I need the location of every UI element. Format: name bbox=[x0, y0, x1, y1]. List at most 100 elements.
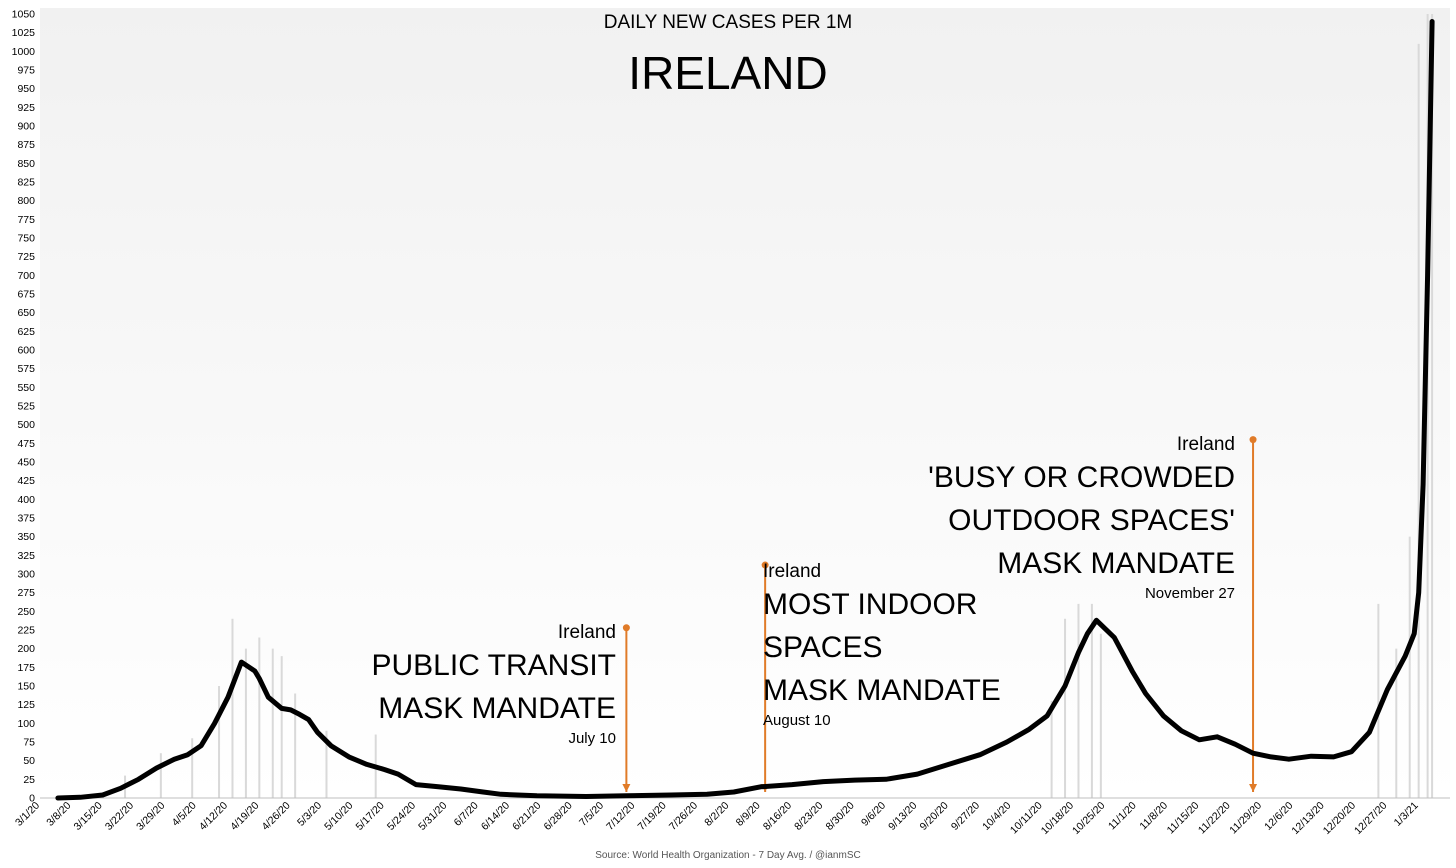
y-tick-label: 775 bbox=[17, 214, 35, 226]
y-tick-label: 75 bbox=[23, 737, 35, 749]
chart-source: Source: World Health Organization - 7 Da… bbox=[595, 850, 861, 861]
y-tick-label: 125 bbox=[17, 699, 35, 711]
x-tick-label: 3/1/20 bbox=[13, 800, 42, 829]
annotation-line: MASK MANDATE bbox=[763, 674, 1001, 707]
x-tick-label: 7/12/20 bbox=[604, 800, 637, 833]
x-tick-label: 1/3/21 bbox=[1392, 800, 1421, 829]
x-tick-label: 3/22/20 bbox=[103, 800, 136, 833]
x-tick-label: 4/5/20 bbox=[170, 800, 199, 829]
annotation-indoor: Ireland MOST INDOOR SPACES MASK MANDATE … bbox=[763, 561, 1001, 729]
x-tick-label: 10/11/20 bbox=[1008, 800, 1045, 837]
annotation-line: MASK MANDATE bbox=[378, 692, 616, 725]
y-tick-label: 950 bbox=[17, 83, 35, 95]
plot-area bbox=[40, 8, 1450, 798]
x-tick-label: 12/13/20 bbox=[1289, 800, 1326, 837]
x-tick-label: 10/18/20 bbox=[1039, 800, 1076, 837]
annotation-arrow-dot bbox=[622, 624, 630, 632]
x-tick-label: 12/27/20 bbox=[1352, 800, 1389, 837]
y-tick-label: 200 bbox=[17, 643, 35, 655]
y-tick-label: 825 bbox=[17, 177, 35, 189]
y-tick-label: 400 bbox=[17, 494, 35, 506]
x-tick-label: 8/23/20 bbox=[792, 800, 825, 833]
annotation-line: SPACES bbox=[763, 631, 883, 664]
x-tick-label: 4/26/20 bbox=[260, 800, 293, 833]
x-tick-label: 5/10/20 bbox=[322, 800, 355, 833]
y-tick-label: 600 bbox=[17, 345, 35, 357]
annotation-arrow-head bbox=[1249, 784, 1258, 792]
x-tick-label: 7/5/20 bbox=[577, 800, 606, 829]
x-tick-label: 3/15/20 bbox=[72, 800, 105, 833]
chart-title: IRELAND bbox=[628, 47, 828, 99]
y-tick-label: 0 bbox=[29, 793, 35, 805]
y-tick-label: 300 bbox=[17, 569, 35, 581]
x-tick-label: 8/16/20 bbox=[761, 800, 794, 833]
x-tick-label: 3/29/20 bbox=[134, 800, 167, 833]
x-tick-label: 11/1/20 bbox=[1106, 800, 1139, 833]
x-tick-label: 11/22/20 bbox=[1196, 800, 1233, 837]
annotation-date: November 27 bbox=[1144, 585, 1235, 602]
y-tick-label: 850 bbox=[17, 158, 35, 170]
y-tick-label: 525 bbox=[17, 401, 35, 413]
y-tick-label: 975 bbox=[17, 65, 35, 77]
y-tick-label: 50 bbox=[23, 755, 35, 767]
x-tick-label: 3/8/20 bbox=[44, 800, 73, 829]
x-tick-label: 5/17/20 bbox=[354, 800, 387, 833]
y-tick-label: 1050 bbox=[12, 9, 36, 21]
x-tick-label: 9/20/20 bbox=[918, 800, 951, 833]
y-tick-label: 475 bbox=[17, 438, 35, 450]
y-tick-label: 325 bbox=[17, 550, 35, 562]
annotation-date: August 10 bbox=[763, 712, 831, 729]
x-tick-label: 8/2/20 bbox=[702, 800, 731, 829]
y-tick-label: 275 bbox=[17, 587, 35, 599]
x-tick-label: 4/12/20 bbox=[197, 800, 230, 833]
annotation-line: PUBLIC TRANSIT bbox=[371, 649, 617, 682]
y-tick-label: 100 bbox=[17, 718, 35, 730]
annotation-arrow-head bbox=[622, 784, 631, 792]
annotation-country: Ireland bbox=[763, 561, 822, 582]
x-tick-label: 7/19/20 bbox=[636, 800, 669, 833]
annotation-line: MASK MANDATE bbox=[997, 547, 1235, 580]
x-tick-label: 10/25/20 bbox=[1070, 800, 1107, 837]
y-tick-label: 250 bbox=[17, 606, 35, 618]
x-tick-label: 9/6/20 bbox=[859, 800, 888, 829]
annotation-line: 'BUSY OR CROWDED bbox=[928, 461, 1235, 494]
annotation-transit: Ireland PUBLIC TRANSIT MASK MANDATE July… bbox=[372, 622, 617, 747]
y-tick-label: 450 bbox=[17, 457, 35, 469]
annotation-country: Ireland bbox=[1176, 434, 1235, 455]
y-tick-label: 625 bbox=[17, 326, 35, 338]
x-tick-label: 11/15/20 bbox=[1165, 800, 1202, 837]
series-line bbox=[55, 19, 1435, 801]
annotation-date: July 10 bbox=[568, 730, 616, 747]
y-tick-label: 900 bbox=[17, 121, 35, 133]
y-tick-label: 1025 bbox=[12, 27, 36, 39]
x-tick-label: 5/31/20 bbox=[416, 800, 449, 833]
x-tick-label: 8/30/20 bbox=[824, 800, 857, 833]
x-tick-label: 9/13/20 bbox=[886, 800, 919, 833]
y-tick-label: 25 bbox=[23, 774, 35, 786]
annotation-country: Ireland bbox=[557, 622, 616, 643]
x-tick-label: 11/29/20 bbox=[1227, 800, 1264, 837]
x-tick-label: 5/3/20 bbox=[295, 800, 324, 829]
y-tick-label: 350 bbox=[17, 531, 35, 543]
annotation-outdoor: Ireland 'BUSY OR CROWDED OUTDOOR SPACES'… bbox=[928, 434, 1235, 602]
y-tick-label: 225 bbox=[17, 625, 35, 637]
x-tick-label: 8/9/20 bbox=[734, 800, 763, 829]
y-tick-label: 425 bbox=[17, 475, 35, 487]
y-tick-label: 675 bbox=[17, 289, 35, 301]
x-tick-label: 6/7/20 bbox=[452, 800, 481, 829]
y-tick-label: 150 bbox=[17, 681, 35, 693]
x-tick-label: 9/27/20 bbox=[949, 800, 982, 833]
y-tick-label: 700 bbox=[17, 270, 35, 282]
annotation-arrow-dot bbox=[1249, 436, 1257, 444]
y-tick-label: 650 bbox=[17, 307, 35, 319]
y-tick-label: 800 bbox=[17, 195, 35, 207]
x-tick-label: 6/14/20 bbox=[479, 800, 512, 833]
x-tick-label: 12/20/20 bbox=[1321, 800, 1358, 837]
y-tick-label: 375 bbox=[17, 513, 35, 525]
x-tick-label: 4/19/20 bbox=[228, 800, 261, 833]
y-tick-label: 750 bbox=[17, 233, 35, 245]
y-tick-label: 875 bbox=[17, 139, 35, 151]
annotation-line: OUTDOOR SPACES' bbox=[948, 504, 1235, 537]
x-tick-label: 6/21/20 bbox=[510, 800, 543, 833]
